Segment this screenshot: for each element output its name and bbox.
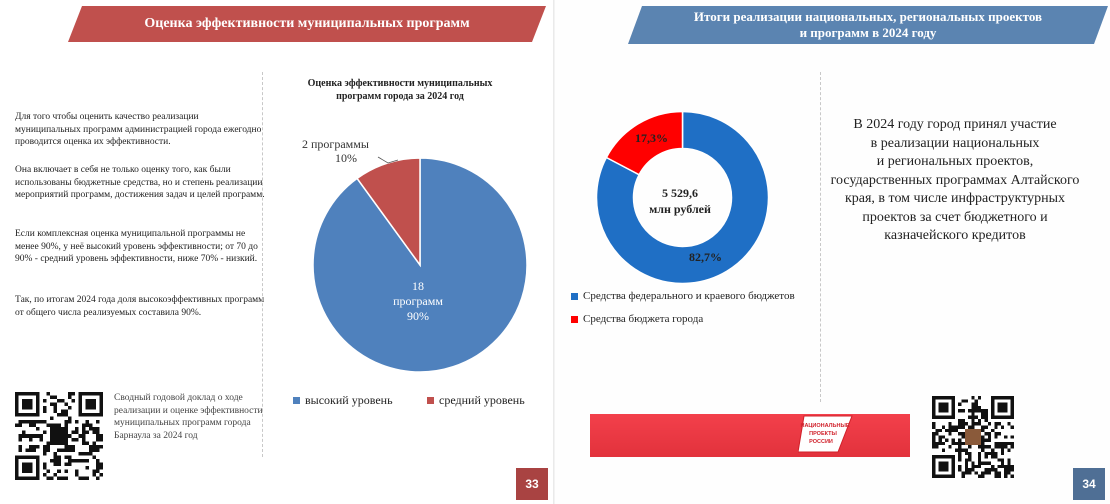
legend-city-label: Средства бюджета города xyxy=(583,313,704,325)
right-text-line: казначейского кредитов xyxy=(884,228,1026,243)
right-text-line: края, в том числе инфраструктурных xyxy=(844,191,1066,206)
right-text-line: и региональных проектов, xyxy=(876,154,1034,169)
pie-mid-label: 2 программы xyxy=(302,137,369,151)
legend-mid-swatch xyxy=(427,397,434,404)
pie-chart-title: Оценка эффективности муниципальных прогр… xyxy=(307,78,493,102)
banner-right-line1: Итоги реализации национальных, региональ… xyxy=(693,9,1043,24)
banner-right: Итоги реализации национальных, региональ… xyxy=(628,6,1108,44)
banner-left: Оценка эффективности муниципальных прогр… xyxy=(68,6,546,42)
legend-high-swatch xyxy=(293,397,300,404)
legend-high-label: высокий уровень xyxy=(305,393,393,407)
pie-high-label: 18 программ 90% xyxy=(368,279,468,324)
page-left: Оценка эффективности муниципальных прогр… xyxy=(15,6,548,500)
qr-code-icon xyxy=(932,396,1014,478)
page-number-right: 34 xyxy=(1073,468,1105,500)
paragraph-2: Она включает в себя не только оценку тог… xyxy=(15,165,265,200)
donut-slice-federal xyxy=(595,110,770,285)
pie-slice-high xyxy=(312,157,528,373)
qr-code-left[interactable] xyxy=(15,392,103,480)
page-number-left: 33 xyxy=(516,468,548,500)
pie-mid-leader-line xyxy=(377,156,399,164)
banner-right-line2: и программ в 2024 году xyxy=(799,25,937,40)
qr-caption-left: Сводный годовой доклад о ходе реализации… xyxy=(114,393,263,441)
donut-chart xyxy=(595,110,770,285)
legend-city: Средства бюджета города xyxy=(571,313,703,325)
pie-chart xyxy=(312,156,528,373)
qr-code-icon xyxy=(15,392,103,480)
right-text-line: проектов за счет бюджетного и xyxy=(862,209,1048,225)
logo-line-1: НАЦИОНАЛЬНЫЕ xyxy=(800,423,849,429)
right-text-line: В 2024 году город принял участие xyxy=(853,117,1057,132)
pie-high-pct: 90% xyxy=(407,309,429,323)
paragraph-3: Если комплексная оценка муниципальной пр… xyxy=(15,229,258,264)
legend-federal: Средства федерального и краевого бюджето… xyxy=(571,290,795,302)
pie-high-unit: программ xyxy=(393,294,443,308)
red-banner-bar xyxy=(590,414,910,457)
qr-code-right[interactable] xyxy=(932,396,1014,478)
divider-right xyxy=(820,72,821,402)
donut-federal-pct: 82,7% xyxy=(689,250,722,264)
banner-left-title: Оценка эффективности муниципальных прогр… xyxy=(144,16,470,31)
donut-center-value: 5 529,6 xyxy=(662,186,698,200)
legend-mid-label: средний уровень xyxy=(439,393,525,407)
paragraph-4: Так, по итогам 2024 года доля высокоэффе… xyxy=(15,295,265,318)
right-text-line: в реализации национальных xyxy=(870,135,1040,151)
legend-city-swatch xyxy=(571,315,578,323)
divider-left xyxy=(262,72,263,457)
donut-center-unit: млн рублей xyxy=(649,202,711,216)
legend-mid: средний уровень xyxy=(427,393,525,408)
legend-federal-label: Средства федерального и краевого бюджето… xyxy=(583,290,795,302)
donut-slice-city xyxy=(605,110,684,176)
pie-high-count: 18 xyxy=(412,279,424,293)
pie-mid-pct: 10% xyxy=(335,151,357,165)
right-description: В 2024 году город принял участие в реали… xyxy=(805,116,1105,246)
right-text-line: государственных программах Алтайского xyxy=(830,172,1080,188)
legend-high: высокий уровень xyxy=(293,393,393,408)
paragraph-1: Для того чтобы оценить качество реализац… xyxy=(15,112,262,147)
donut-center: 5 529,6 млн рублей xyxy=(637,185,723,217)
logo-line-2: ПРОЕКТЫ xyxy=(809,431,837,437)
donut-city-pct: 17,3% xyxy=(635,131,668,145)
logo-line-3: РОССИИ xyxy=(809,439,833,445)
pie-slice-mid xyxy=(356,157,421,268)
national-projects-logo: НАЦИОНАЛЬНЫЕ ПРОЕКТЫ РОССИИ xyxy=(798,414,854,454)
legend-federal-swatch xyxy=(571,292,578,300)
